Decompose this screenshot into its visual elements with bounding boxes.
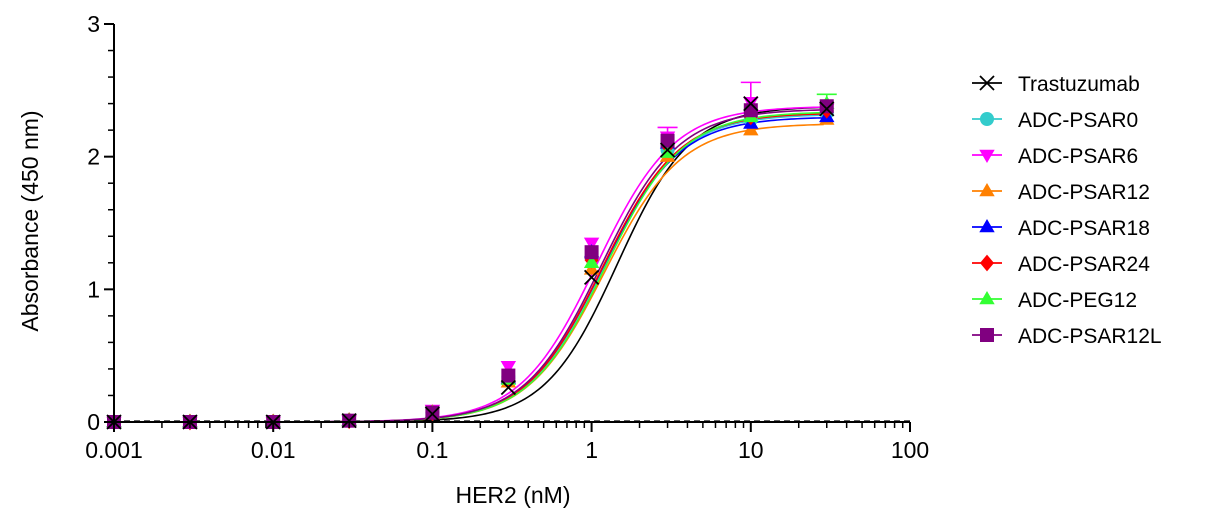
data-point [425,405,440,420]
legend-label: ADC-PSAR18 [1018,217,1150,240]
legend-marker [979,75,995,91]
marker-stroke [743,95,759,112]
data-point [424,406,441,422]
data-point [819,99,834,114]
x-tick-label: 0.1 [416,437,448,463]
legend-label: Trastuzumab [1018,73,1140,96]
marker-stroke [500,379,516,396]
y-tick-label: 0 [87,409,100,435]
marker-stroke [819,101,835,117]
legend-label: ADC-PSAR6 [1018,145,1138,168]
legend-label: ADC-PSAR0 [1018,109,1138,132]
y-tick-label: 3 [87,11,100,37]
legend-marker [980,254,994,272]
y-tick-label: 1 [87,276,100,302]
fit-curve [114,109,824,423]
fit-curve [114,106,824,423]
marker-stroke [979,75,995,91]
legend-entry[interactable]: ADC-PSAR12 [972,181,1150,204]
data-point [659,142,676,158]
data-point [341,413,357,429]
data-point [500,379,516,396]
x-tick-label: 0.01 [251,437,296,463]
legend-marker [980,328,994,342]
axes: 0 1 2 3 0.001 0.01 0.1 1 10 100 [85,11,929,463]
x-tick-label: 10 [738,437,764,463]
data-point [583,254,600,269]
legend-marker [979,182,995,197]
legend-entry[interactable]: ADC-PSAR6 [972,145,1138,168]
legend-label: ADC-PSAR12 [1018,181,1150,204]
marker-stroke [659,142,676,158]
data-point [583,269,600,286]
legend-marker [979,290,995,305]
legend-marker [979,149,995,164]
legend-label: ADC-PSAR24 [1018,253,1150,276]
data-point [501,368,516,383]
legend: Trastuzumab ADC-PSAR0 ADC-PSAR6 ADC-PSAR12 A… [972,73,1162,348]
fit-curve [114,114,824,423]
data-point [819,101,835,117]
data-point [584,245,599,260]
data-point [660,133,675,148]
fit-curve [114,111,824,423]
marker-stroke [424,406,441,422]
legend-entry[interactable]: ADC-PEG12 [972,289,1137,312]
y-tick-label: 2 [87,144,100,170]
legend-entry[interactable]: ADC-PSAR12L [972,325,1162,348]
legend-entry[interactable]: ADC-PSAR24 [972,253,1150,276]
fit-curve [114,106,824,423]
legend-label: ADC-PEG12 [1018,289,1137,312]
x-tick-label: 100 [891,437,929,463]
data-point [500,361,517,375]
legend-label: ADC-PSAR12L [1018,325,1162,348]
marker-stroke [583,269,600,286]
legend-entry[interactable]: ADC-PSAR18 [972,217,1150,240]
data-points [106,95,835,431]
fit-curve [114,123,824,423]
legend-marker [979,218,995,233]
fit-curve [114,113,824,423]
fit-curve [114,117,824,423]
legend-marker [980,112,994,126]
x-tick-label: 0.001 [85,437,143,463]
data-point [743,95,759,112]
legend-entry[interactable]: Trastuzumab [972,73,1140,96]
marker-stroke [341,413,357,429]
y-axis-title: Absorbance (450 nm) [17,110,43,331]
x-axis-title: HER2 (nM) [455,482,570,508]
x-tick-label: 1 [585,437,598,463]
data-point [743,103,758,118]
legend-entry[interactable]: ADC-PSAR0 [972,109,1138,132]
